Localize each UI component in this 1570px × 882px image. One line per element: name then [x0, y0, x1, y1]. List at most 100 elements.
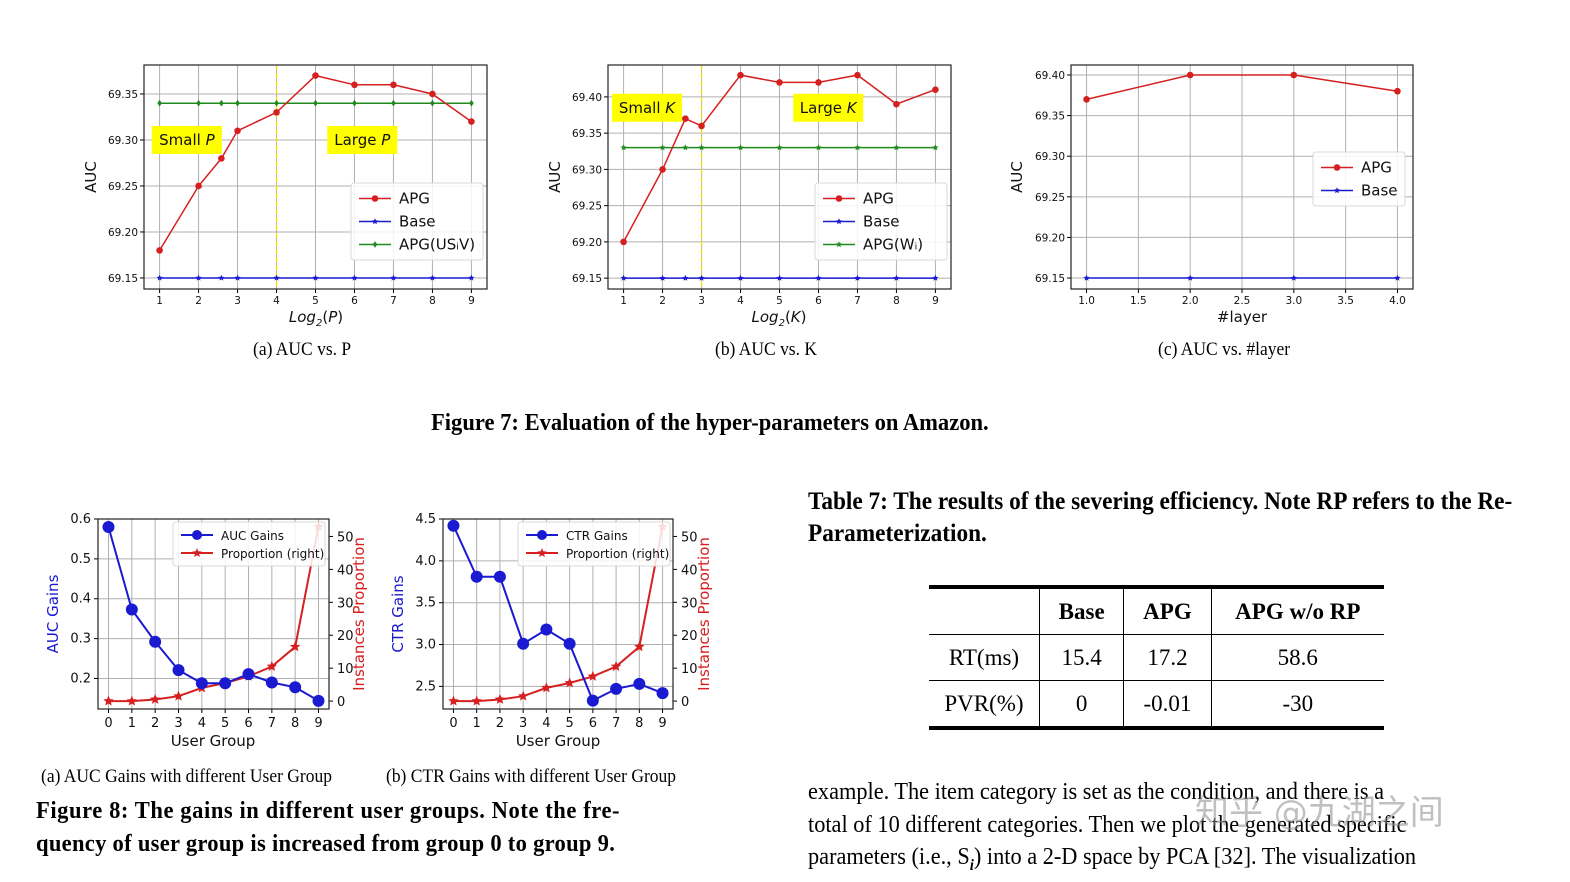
y-tick-label: 69.30 [108, 135, 138, 147]
legend-label: APG [1361, 159, 1392, 177]
data-point [633, 677, 646, 690]
x-tick-label: 1 [156, 295, 163, 307]
subcaption-a: (a) AUC vs. P [253, 339, 352, 360]
x-tick-label: 2 [195, 295, 202, 307]
data-point [371, 195, 379, 202]
x-tick-label: 9 [468, 295, 475, 307]
data-point [195, 274, 202, 281]
data-point [815, 274, 822, 281]
series-line [107, 526, 320, 702]
data-point [893, 274, 900, 281]
data-point [776, 79, 783, 86]
data-point [493, 570, 506, 583]
y-right-tick-label: 20 [337, 629, 354, 644]
y-axis-label: AUC [82, 161, 100, 193]
table-row: RT(ms) 15.4 17.2 58.6 [929, 634, 1384, 681]
data-point [610, 661, 622, 671]
cell-rt-apg: 17.2 [1123, 634, 1212, 681]
series-line [1086, 74, 1398, 101]
data-point [173, 690, 184, 701]
plot-frame [607, 64, 952, 290]
x-axis-label: Log2(K) [752, 308, 807, 329]
data-point [610, 682, 623, 695]
x-tick-label: 5 [221, 716, 229, 731]
y-tick-label: 4.0 [415, 554, 436, 569]
data-point [682, 115, 689, 122]
legend: CTR Gains Proportion (right) [517, 521, 671, 567]
data-point [126, 695, 138, 706]
y-tick-label: 0.3 [70, 632, 91, 647]
x-axis-label: #layer [1217, 308, 1268, 326]
data-point [195, 182, 202, 190]
data-point [192, 548, 202, 557]
data-point [192, 530, 202, 540]
plot-area: 0 1 2 3 4 5 6 7 8 9 2.5 3.0 3.5 4.0 4.5 0 10 20 30 40 50 User… [389, 512, 713, 750]
legend-label: Base [399, 213, 436, 231]
data-point [854, 144, 861, 151]
x-tick-label: 7 [390, 295, 397, 307]
annotation-box [611, 93, 682, 122]
table-header-row: Base APG APG w/o RP [929, 587, 1384, 635]
y-tick-label: 4.5 [415, 512, 436, 527]
y-right-tick-label: 50 [337, 530, 354, 545]
legend: AUC Gains Proportion (right) [172, 521, 326, 567]
data-point [390, 81, 397, 89]
y-right-tick-label: 0 [681, 695, 689, 710]
data-point [149, 694, 161, 704]
data-point [1186, 71, 1194, 79]
series-line [453, 526, 664, 703]
data-point [587, 670, 599, 681]
data-point [468, 118, 475, 125]
data-point [391, 99, 396, 107]
x-tick-label: 9 [314, 716, 322, 731]
subcaption-b: (b) AUC vs. K [715, 339, 817, 360]
data-point [156, 274, 163, 281]
data-point [1333, 187, 1341, 194]
data-point [429, 90, 436, 98]
data-point [659, 166, 666, 173]
data-point [620, 238, 627, 246]
x-tick-label: 2 [659, 295, 666, 307]
x-axis-label: User Group [171, 732, 256, 750]
legend-label: APG(Wᵢ) [863, 236, 923, 254]
y-axis-label: AUC Gains [44, 574, 62, 653]
table-7-caption: Table 7: The results of the severing eff… [808, 488, 1513, 547]
x-tick-label: 4 [737, 295, 744, 307]
data-point [371, 218, 379, 225]
data-point [102, 520, 115, 533]
subcaption-c: (c) AUC vs. #layer [1158, 339, 1291, 360]
y-tick-label: 69.15 [572, 273, 602, 285]
x-tick-label: 3 [698, 295, 705, 307]
legend-label: Proportion (right) [566, 547, 669, 561]
x-tick-label: 4.0 [1389, 295, 1406, 307]
x-axis-label: Log2(P) [289, 308, 343, 329]
cell-pvr-base: 0 [1039, 680, 1125, 728]
data-point [218, 274, 225, 281]
data-point [893, 144, 900, 151]
data-point [468, 274, 475, 281]
data-point [698, 144, 705, 151]
data-point [289, 641, 301, 652]
cell-pvr-apg-wo-rp: -30 [1282, 690, 1314, 716]
cell-rt-base: 15.4 [1039, 634, 1125, 681]
data-point [815, 79, 822, 86]
data-point [776, 274, 783, 281]
cell-rt-apg-wo-rp: 58.6 [1277, 644, 1318, 670]
y-tick-label: 0.5 [70, 552, 91, 567]
legend-label: AUC Gains [221, 529, 284, 543]
body-line-3: parameters (i.e., Si) into a 2-D space b… [808, 841, 1416, 882]
data-point [196, 99, 201, 107]
y-tick-label: 69.35 [572, 128, 602, 140]
y-axis-label: AUC [546, 161, 564, 193]
data-point [564, 677, 575, 688]
x-tick-label: 2.0 [1182, 295, 1199, 307]
x-tick-label: 1 [128, 716, 136, 731]
data-point [235, 99, 240, 107]
x-tick-label: 5 [776, 295, 783, 307]
data-point [815, 144, 822, 151]
x-tick-label: 2 [151, 716, 159, 731]
body-line-3-part2: ) into a 2-D space by PCA [32]. The visu… [973, 844, 1417, 870]
